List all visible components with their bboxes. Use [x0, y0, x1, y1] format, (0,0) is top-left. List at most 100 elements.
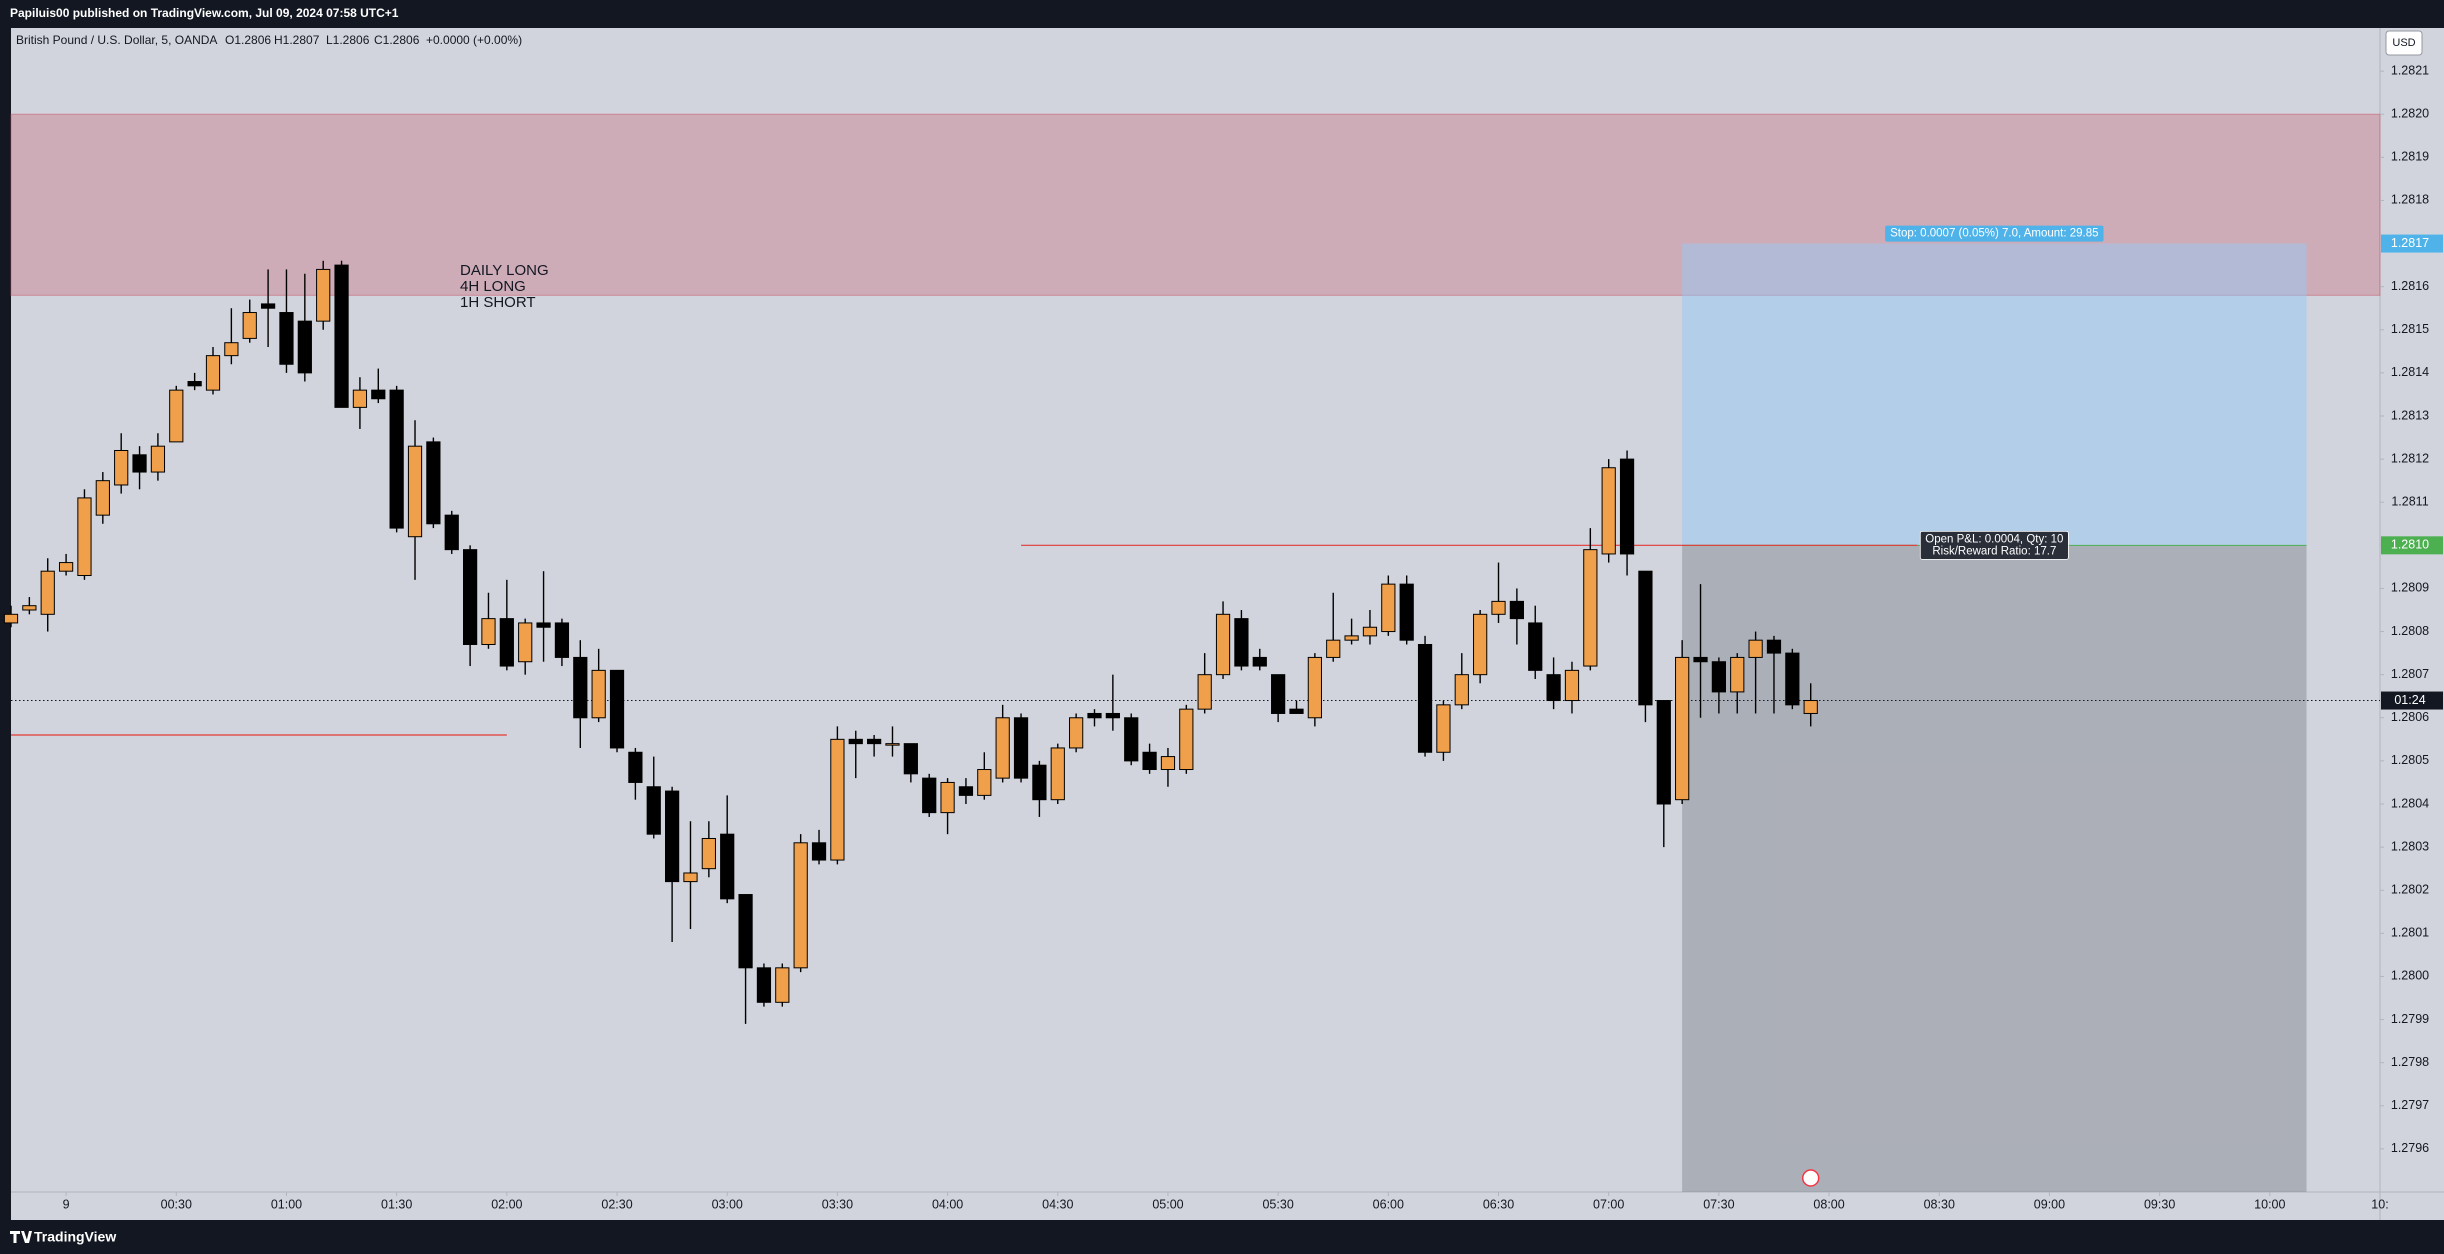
x-tick-label: 05:00	[1152, 1197, 1183, 1211]
candle-body	[1546, 674, 1561, 702]
candle-body	[297, 320, 312, 374]
candle-body	[426, 441, 441, 525]
x-tick-label: 9	[63, 1197, 70, 1211]
candle-body	[1417, 643, 1433, 753]
x-tick-label: 10:	[2371, 1197, 2388, 1211]
candle-body	[1362, 626, 1378, 637]
candle-body	[1454, 674, 1469, 706]
candle-body	[756, 967, 772, 1003]
candle-body	[499, 618, 514, 667]
candle-body	[279, 312, 294, 365]
candle-body	[830, 738, 845, 861]
legend-change: +0.0000 (+0.00%)	[426, 33, 522, 47]
candle-body	[811, 842, 827, 861]
target-price-badge: 1.2817	[2391, 236, 2429, 250]
legend-high: H1.2807	[274, 33, 320, 47]
candle-body	[940, 781, 955, 814]
footer-logo: TradingView	[10, 1229, 116, 1245]
y-tick-label: 1.2807	[2391, 667, 2429, 681]
y-tick-label: 1.2803	[2391, 839, 2429, 853]
candle-body	[1381, 583, 1396, 633]
candle-body	[1509, 600, 1524, 620]
candle-body	[720, 833, 735, 900]
candle-body	[738, 894, 753, 969]
candle-body	[205, 355, 221, 391]
x-tick-label: 06:00	[1373, 1197, 1404, 1211]
candle-body	[1013, 717, 1029, 779]
currency-button[interactable]	[2385, 30, 2423, 56]
candle-body	[1124, 717, 1139, 762]
candle-body	[1160, 756, 1176, 771]
entry-price-badge: 1.2810	[2391, 538, 2429, 552]
candle-body	[958, 786, 974, 796]
position-entry-label: Risk/Reward Ratio: 17.7	[1932, 545, 2056, 557]
candle-body	[22, 605, 37, 611]
x-tick-label: 07:30	[1703, 1197, 1734, 1211]
x-tick-label: 07:00	[1593, 1197, 1624, 1211]
candle-body	[867, 738, 882, 745]
x-tick-label: 00:30	[161, 1197, 192, 1211]
candle-body	[1069, 717, 1084, 749]
target-price-badge-bg	[2381, 234, 2443, 253]
candle-body	[224, 342, 239, 357]
candle-body	[793, 842, 808, 969]
y-tick-label: 1.2796	[2391, 1141, 2429, 1155]
x-tick-label: 08:30	[1924, 1197, 1955, 1211]
position-target-area	[1682, 243, 2307, 546]
x-tick-label: 08:00	[1813, 1197, 1844, 1211]
candle-body	[77, 497, 92, 577]
y-tick-label: 1.2798	[2391, 1055, 2429, 1069]
candle-body	[1675, 656, 1690, 801]
y-tick-label: 1.2809	[2391, 581, 2429, 595]
x-tick-label: 02:00	[491, 1197, 522, 1211]
candle-body	[132, 454, 147, 473]
candle-body	[407, 445, 423, 538]
candle-body	[95, 480, 110, 516]
candle-body	[1436, 704, 1451, 753]
candle-body	[1656, 700, 1671, 805]
position-entry-badge	[1919, 530, 2069, 560]
candle-body	[1326, 639, 1341, 658]
x-tick-label: 09:00	[2034, 1197, 2065, 1211]
alert-icon	[1801, 1169, 1820, 1187]
candle-body	[58, 562, 74, 572]
y-tick-label: 1.2815	[2391, 322, 2429, 336]
candle-body	[1307, 656, 1322, 719]
candle-body	[665, 790, 680, 883]
legend: British Pound / U.S. Dollar, 5, OANDA O1…	[16, 33, 522, 47]
candle-body	[1215, 613, 1231, 676]
candle-body	[1619, 458, 1635, 555]
candle-body	[775, 967, 790, 1003]
candle-body	[1638, 570, 1653, 706]
candle-body	[1583, 549, 1598, 667]
y-tick-label: 1.2808	[2391, 624, 2429, 638]
candle-body	[1601, 467, 1616, 555]
candle-body	[260, 303, 276, 309]
y-tick-label: 1.2819	[2391, 150, 2429, 164]
candle-body	[1142, 751, 1157, 771]
candle-body	[977, 769, 992, 796]
candle-body	[1252, 656, 1267, 667]
y-tick-label: 1.2802	[2391, 883, 2429, 897]
candle-body	[1032, 764, 1047, 801]
candle-body	[573, 656, 588, 719]
candle-body	[444, 514, 459, 551]
currency[interactable]: USD	[2392, 37, 2415, 49]
candle-body	[462, 549, 478, 645]
x-tick-label: 03:00	[712, 1197, 743, 1211]
candle-body	[1711, 661, 1726, 693]
candle-body	[1197, 674, 1212, 710]
candle-body	[389, 389, 404, 529]
x-tick-label: 01:00	[271, 1197, 302, 1211]
candle-body	[187, 381, 202, 387]
countdown-badge: 01:24	[2394, 693, 2425, 707]
candle-body	[848, 738, 863, 745]
legend-low: L1.2806	[326, 33, 370, 47]
entry-price-badge-bg	[2381, 536, 2443, 555]
candle-body	[609, 669, 625, 749]
position-target-badge	[1885, 225, 2104, 242]
candle-body	[1179, 708, 1194, 771]
